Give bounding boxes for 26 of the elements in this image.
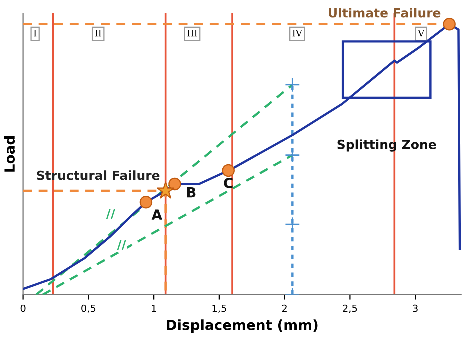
point	[156, 182, 175, 199]
x-tick-label: 1	[152, 304, 156, 312]
annotation: Ultimate Failure	[329, 8, 441, 18]
annotation: A	[152, 210, 162, 220]
x-tick-label: 0	[20, 304, 26, 312]
x-tick-label: 0,5	[82, 304, 96, 314]
annotation: B	[187, 187, 196, 198]
annotation: II	[95, 30, 102, 37]
x-axis-title: Displacement (mm)	[167, 320, 318, 334]
annotation: I	[34, 30, 37, 37]
annotation: //	[117, 240, 126, 250]
point	[140, 196, 153, 209]
x-tick-label: 3	[413, 304, 418, 312]
point	[222, 164, 235, 178]
annotation: III	[188, 30, 198, 37]
annotation: //	[106, 209, 116, 220]
point	[285, 148, 300, 163]
point	[285, 77, 300, 93]
y-axis-title: Load	[4, 136, 16, 172]
x-tick-label: 2,5	[343, 304, 358, 314]
annotation: IV	[292, 30, 303, 37]
point	[168, 178, 182, 191]
x-tick-label: 2	[282, 304, 287, 312]
x-tick-label: 1,5	[212, 304, 226, 314]
annotation: V	[418, 30, 425, 37]
point	[443, 18, 456, 31]
